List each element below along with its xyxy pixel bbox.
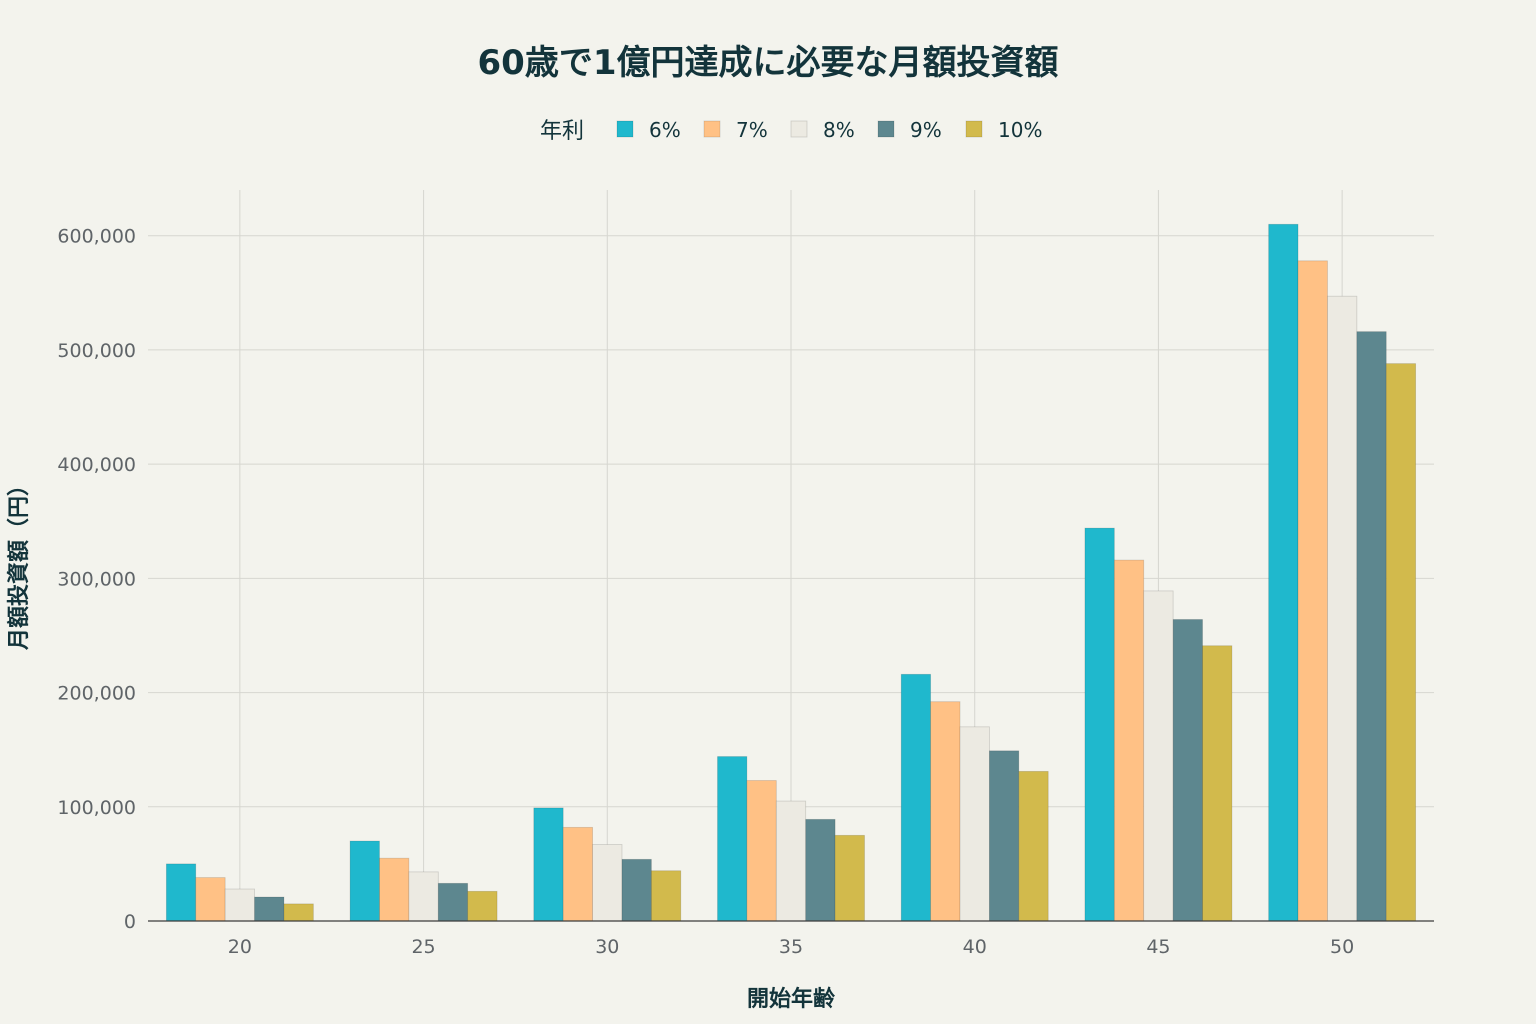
legend: 年利 6% 7% 8% 9% 10% xyxy=(540,118,1042,144)
bar-9pct-30[interactable] xyxy=(621,858,652,922)
bar-10pct-20[interactable] xyxy=(283,903,314,922)
bar-6pct-50[interactable] xyxy=(1268,223,1299,922)
bar-8pct-45[interactable] xyxy=(1143,590,1174,922)
bar-6pct-35[interactable] xyxy=(717,756,748,922)
bar-9pct-20[interactable] xyxy=(254,896,285,922)
x-tick-label: 25 xyxy=(411,936,435,958)
bar-7pct-20[interactable] xyxy=(195,877,226,922)
bar-6pct-30[interactable] xyxy=(533,807,564,922)
legend-title: 年利 xyxy=(540,119,584,144)
y-tick-label: 200,000 xyxy=(57,683,136,705)
bar-10pct-40[interactable] xyxy=(1018,770,1049,922)
bar-7pct-45[interactable] xyxy=(1113,559,1145,922)
x-tick-label: 40 xyxy=(963,936,987,958)
legend-swatch xyxy=(877,120,895,138)
x-tick-label: 50 xyxy=(1330,936,1354,958)
y-tick-label: 0 xyxy=(124,911,136,933)
bar-6pct-45[interactable] xyxy=(1084,527,1115,922)
legend-label: 6% xyxy=(649,118,681,142)
x-tick-label: 30 xyxy=(595,936,619,958)
bar-8pct-35[interactable] xyxy=(775,800,807,922)
y-tick-label: 100,000 xyxy=(57,797,136,819)
bar-7pct-50[interactable] xyxy=(1297,260,1328,922)
bar-9pct-40[interactable] xyxy=(989,750,1020,922)
legend-label: 8% xyxy=(823,118,855,142)
bar-9pct-50[interactable] xyxy=(1356,331,1387,922)
bar-8pct-30[interactable] xyxy=(592,844,623,922)
bar-10pct-35[interactable] xyxy=(834,834,865,922)
y-tick-label: 500,000 xyxy=(57,340,136,362)
legend-swatch xyxy=(616,120,634,138)
legend-label: 10% xyxy=(998,118,1042,142)
legend-label: 9% xyxy=(910,118,942,142)
bar-10pct-45[interactable] xyxy=(1202,645,1233,922)
legend-swatch xyxy=(790,120,808,138)
legend-label: 7% xyxy=(736,118,768,142)
bar-10pct-25[interactable] xyxy=(467,890,498,922)
bar-7pct-35[interactable] xyxy=(746,780,777,922)
bar-8pct-20[interactable] xyxy=(224,888,255,922)
bar-7pct-30[interactable] xyxy=(562,826,593,922)
x-axis-title: 開始年齢 xyxy=(747,986,836,1012)
bar-9pct-35[interactable] xyxy=(805,818,836,922)
bar-8pct-25[interactable] xyxy=(408,871,439,922)
bar-6pct-20[interactable] xyxy=(165,863,197,922)
bar-7pct-40[interactable] xyxy=(930,701,961,922)
bar-10pct-50[interactable] xyxy=(1385,363,1417,922)
y-tick-label: 300,000 xyxy=(57,568,136,590)
bars xyxy=(165,223,1417,922)
axes: 0 100,000 200,000 300,000 400,000 500,000 600,… xyxy=(57,226,1434,958)
bar-8pct-50[interactable] xyxy=(1327,295,1358,922)
legend-swatch xyxy=(703,120,721,138)
y-tick-label: 600,000 xyxy=(57,226,136,248)
bar-10pct-30[interactable] xyxy=(650,870,682,922)
x-tick-label: 35 xyxy=(779,936,803,958)
chart-title: 60歳で1億円達成に必要な月額投資額 xyxy=(478,43,1059,83)
y-tick-label: 400,000 xyxy=(57,454,136,476)
x-tick-label: 45 xyxy=(1146,936,1170,958)
bar-7pct-25[interactable] xyxy=(379,857,410,922)
legend-swatch xyxy=(965,120,983,138)
bar-9pct-45[interactable] xyxy=(1172,619,1203,922)
x-tick-label: 20 xyxy=(228,936,252,958)
bar-6pct-25[interactable] xyxy=(349,840,380,922)
bar-6pct-40[interactable] xyxy=(900,673,932,922)
bar-9pct-25[interactable] xyxy=(437,882,469,922)
y-axis-title: 月額投資額（円） xyxy=(6,474,32,651)
bar-8pct-40[interactable] xyxy=(959,726,990,922)
